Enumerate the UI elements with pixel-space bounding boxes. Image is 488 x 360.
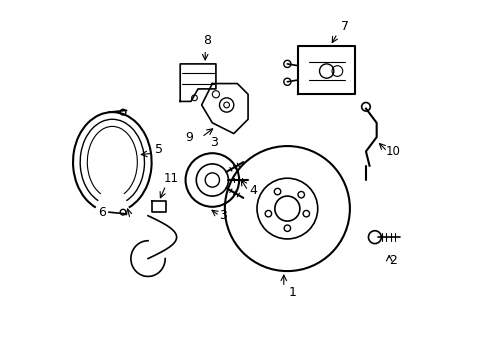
Text: 11: 11 [163, 172, 179, 185]
Text: 5: 5 [154, 143, 163, 156]
Text: 3: 3 [210, 136, 218, 149]
Text: 9: 9 [185, 131, 193, 144]
Text: 7: 7 [340, 20, 348, 33]
Text: 3: 3 [219, 209, 226, 222]
Text: 10: 10 [385, 145, 399, 158]
Text: 1: 1 [288, 286, 296, 299]
Text: 6: 6 [98, 206, 105, 219]
Text: 2: 2 [388, 254, 396, 267]
Text: 8: 8 [203, 34, 210, 47]
Text: 4: 4 [249, 184, 257, 197]
